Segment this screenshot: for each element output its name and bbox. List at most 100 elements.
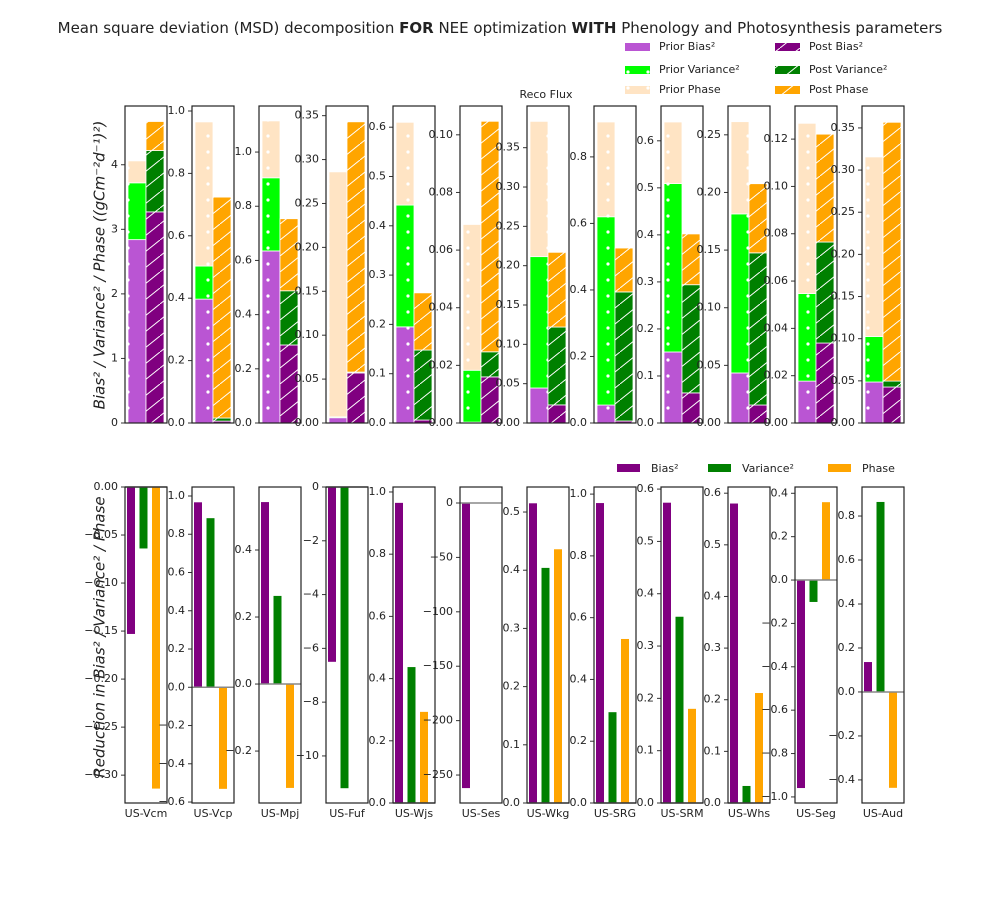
y-tick-label: 3 bbox=[111, 222, 118, 235]
y-tick-label: 0.4 bbox=[235, 308, 253, 321]
y-tick-label: 0.3 bbox=[637, 275, 655, 288]
y-tick-label: 0.4 bbox=[503, 563, 521, 576]
legend-label: Post Bias² bbox=[809, 40, 863, 53]
bar bbox=[286, 684, 294, 788]
bar bbox=[139, 487, 148, 549]
bar-segment bbox=[194, 121, 214, 267]
bar-segment bbox=[346, 121, 366, 373]
legend-swatch bbox=[625, 43, 650, 51]
y-tick-label: −0.4 bbox=[828, 773, 855, 786]
y-tick-label: 0.10 bbox=[429, 128, 454, 141]
y-tick-label: −0.05 bbox=[84, 528, 118, 541]
bar-segment bbox=[261, 250, 281, 424]
panel-frame bbox=[258, 105, 302, 424]
bar bbox=[395, 502, 403, 803]
y-tick-label: 0.3 bbox=[503, 621, 521, 634]
legend-swatch bbox=[617, 464, 640, 472]
legend-swatch bbox=[775, 86, 800, 94]
y-tick-label: 0.4 bbox=[235, 543, 253, 556]
y-tick-label: 0.0 bbox=[637, 416, 655, 429]
y-tick-label: 0.4 bbox=[369, 672, 387, 685]
bar-segment bbox=[797, 293, 817, 382]
bar bbox=[194, 502, 202, 688]
bar-segment bbox=[127, 239, 147, 424]
y-tick-label: 0.4 bbox=[838, 597, 856, 610]
y-tick-label: 0.6 bbox=[369, 609, 387, 622]
legend-label: Post Variance² bbox=[809, 63, 887, 76]
x-tick-label: US-Fuf bbox=[329, 807, 366, 820]
title-part: Phenology and Photosynthesis parameters bbox=[621, 19, 942, 37]
bar bbox=[152, 487, 160, 789]
legend-swatch bbox=[625, 86, 650, 94]
y-tick-label: −0.2 bbox=[828, 729, 855, 742]
y-tick-label: 0.4 bbox=[637, 228, 655, 241]
y-tick-label: 0.8 bbox=[570, 549, 588, 562]
bar-segment bbox=[529, 387, 549, 424]
bar-segment bbox=[328, 417, 348, 424]
y-tick-label: −0.6 bbox=[761, 703, 788, 716]
y-tick-label: −0.20 bbox=[84, 672, 118, 685]
y-tick-label: 0.1 bbox=[704, 744, 722, 757]
y-tick-label: 0.05 bbox=[831, 374, 856, 387]
bar bbox=[730, 503, 738, 803]
y-tick-label: 0.1 bbox=[637, 369, 655, 382]
bar-segment bbox=[547, 404, 567, 424]
bar-segment bbox=[145, 150, 165, 213]
y-tick-label: 0.2 bbox=[771, 530, 789, 543]
y-tick-label: 0.6 bbox=[369, 120, 387, 133]
legend-swatch bbox=[775, 66, 800, 74]
bar-segment bbox=[864, 156, 884, 337]
legend-swatch bbox=[775, 43, 800, 51]
y-tick-label: 0.6 bbox=[168, 566, 186, 579]
y-tick-label: 0.00 bbox=[94, 480, 119, 493]
y-axis-label: Bias² / Variance² / Phase ((gCm⁻²d⁻¹)²) bbox=[91, 121, 109, 410]
y-tick-label: 0.8 bbox=[838, 509, 856, 522]
y-tick-label: −250 bbox=[423, 768, 453, 781]
y-tick-label: 0.4 bbox=[704, 589, 722, 602]
bar-segment bbox=[462, 369, 482, 423]
y-tick-label: 0.02 bbox=[429, 358, 454, 371]
panel-frame bbox=[794, 105, 838, 424]
y-tick-label: 0.6 bbox=[704, 486, 722, 499]
bar-segment bbox=[663, 351, 683, 424]
bar bbox=[675, 616, 684, 803]
y-tick-label: 0.05 bbox=[496, 377, 521, 390]
y-tick-label: 0.00 bbox=[496, 416, 521, 429]
y-tick-label: 0.30 bbox=[831, 163, 856, 176]
bar-segment bbox=[864, 336, 884, 383]
y-axis-label: Reduction in Bias² / Variance² / Phase bbox=[91, 496, 109, 777]
y-tick-label: 0.5 bbox=[704, 538, 722, 551]
x-tick-label: US-Seg bbox=[796, 807, 836, 820]
y-tick-label: 0.2 bbox=[503, 680, 521, 693]
legend-label: Phase bbox=[862, 462, 895, 475]
y-tick-label: 0.8 bbox=[570, 150, 588, 163]
y-tick-label: −6 bbox=[303, 641, 319, 654]
y-tick-label: 0.4 bbox=[637, 587, 655, 600]
panel-frame bbox=[861, 486, 905, 804]
y-tick-label: 0.2 bbox=[637, 322, 655, 335]
y-tick-label: 0.3 bbox=[637, 639, 655, 652]
y-tick-label: 0.0 bbox=[235, 677, 253, 690]
y-tick-label: 0.5 bbox=[637, 181, 655, 194]
y-tick-label: 0.02 bbox=[764, 369, 789, 382]
bar-segment bbox=[730, 121, 750, 215]
title-part: Mean square deviation (MSD) decompositio… bbox=[58, 19, 395, 37]
bar-segment bbox=[596, 404, 616, 424]
y-tick-label: 4 bbox=[111, 158, 118, 171]
bar-segment bbox=[681, 233, 701, 286]
y-tick-label: 0 bbox=[312, 480, 319, 493]
y-tick-label: 0.6 bbox=[637, 134, 655, 147]
y-tick-label: 0.25 bbox=[496, 219, 521, 232]
bar-segment bbox=[748, 183, 768, 254]
y-tick-label: 1.0 bbox=[168, 104, 186, 117]
legend-label: Prior Phase bbox=[659, 83, 721, 96]
y-tick-label: 0.6 bbox=[637, 482, 655, 495]
bar-segment bbox=[529, 120, 549, 258]
y-tick-label: 0.0 bbox=[369, 416, 387, 429]
y-tick-label: 0.10 bbox=[831, 332, 856, 345]
panel-frame bbox=[593, 105, 637, 424]
y-tick-label: −200 bbox=[423, 714, 453, 727]
bar-segment bbox=[614, 247, 634, 293]
y-tick-label: 0.12 bbox=[764, 132, 789, 145]
y-tick-label: 0.0 bbox=[637, 796, 655, 809]
